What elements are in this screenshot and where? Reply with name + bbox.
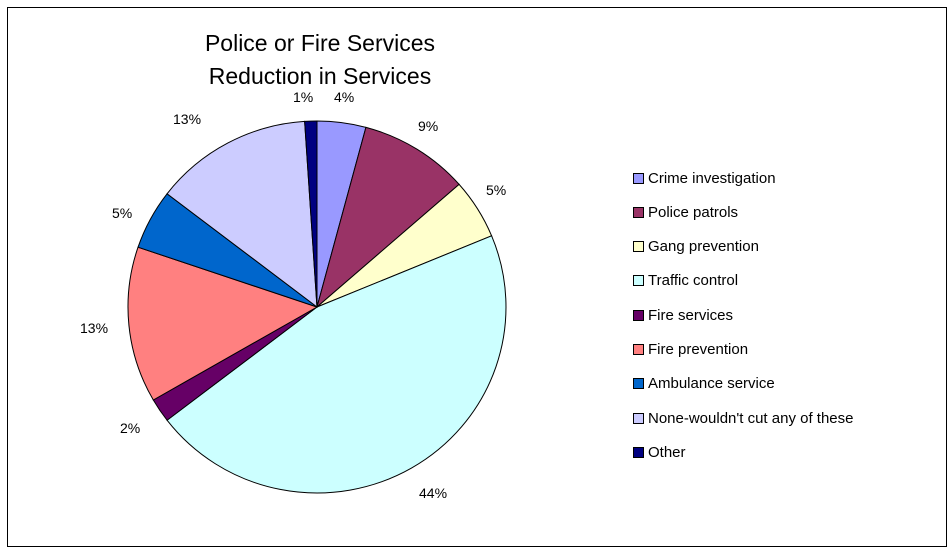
legend-label: Gang prevention [648,238,759,256]
legend-swatch [633,412,644,424]
legend-swatch [633,309,644,321]
legend-label: Fire services [648,306,734,324]
legend-item: Traffic control [633,271,738,291]
pie-slice-traffic-control [166,235,507,494]
legend-label: Traffic control [648,272,739,290]
legend-swatch [633,172,644,184]
legend-label: Fire prevention [648,341,749,358]
chart-title-line-2: Reduction in Services [208,63,432,89]
legend-label: Police patrols [648,203,739,221]
legend-label: None-wouldn't cut any of these [648,409,854,427]
legend-item: None-wouldn't cut any of these [633,408,854,428]
slice-percent-label: 2% [120,420,141,436]
legend-item: Ambulance service [633,374,775,394]
chart-title-line-1: Police or Fire Services [204,30,436,56]
slice-percent-label: 1% [293,89,314,105]
legend-item: Gang prevention [633,237,759,257]
slice-percent-label: 9% [418,118,439,134]
legend-swatch [633,275,644,287]
legend-swatch [633,344,644,355]
legend-label: Crime investigation [648,169,776,187]
legend-swatch [633,378,644,390]
slice-percent-label: 4% [334,89,355,105]
slice-percent-label: 13% [173,111,202,127]
legend-item: Crime investigation [633,168,776,188]
legend-swatch [633,241,644,253]
legend-label: Other [648,443,686,461]
pie-slice-fire-prevention [127,246,319,401]
slice-percent-label: 44% [419,485,448,501]
legend-swatch [633,446,644,458]
legend-item: Police patrols [633,202,738,222]
pie-slice-police-patrols [316,126,460,309]
slice-percent-label: 5% [112,205,133,221]
pie-slice-other [304,120,318,308]
legend-item: Fire services [633,305,733,325]
legend-label: Ambulance service [648,375,775,393]
slice-percent-label: 13% [80,320,109,336]
legend-swatch [633,206,644,218]
pie-slice-none-wouldn-t-cut-any-of-these [166,120,318,309]
legend-item: Fire prevention [633,340,748,360]
slice-percent-label: 5% [486,182,507,198]
legend-item: Other [633,442,686,462]
